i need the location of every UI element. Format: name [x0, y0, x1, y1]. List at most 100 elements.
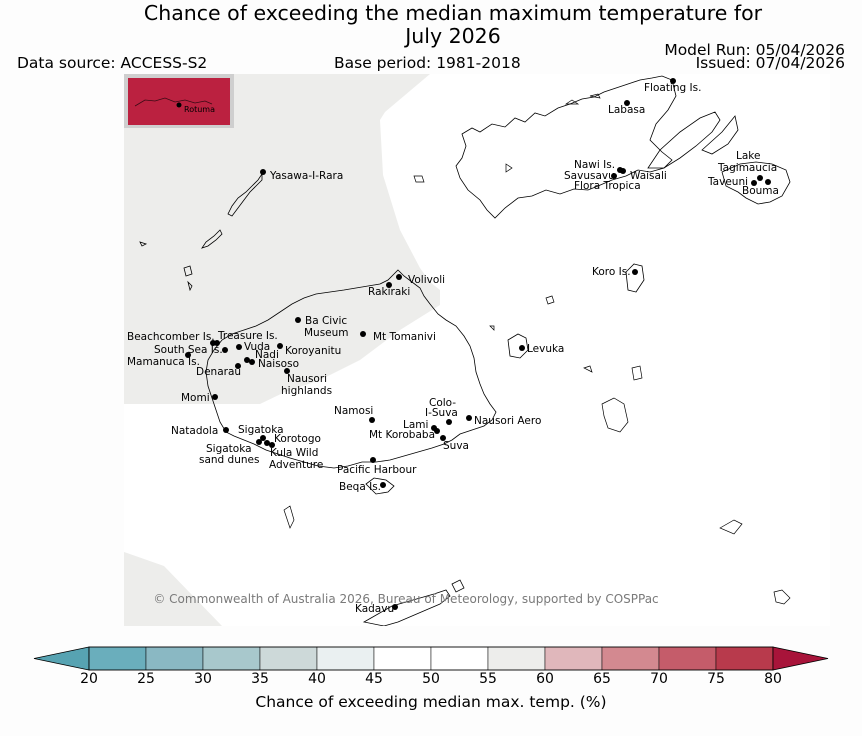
label-place: Kula Wild: [270, 447, 318, 459]
marker-pacific-harbour: [370, 457, 376, 463]
yasawa-chain: [139, 172, 263, 292]
colorbar-segment: [145, 646, 204, 671]
label-place: Sigatoka: [238, 424, 284, 436]
marker-lake-tagimaucia: [757, 175, 763, 181]
label-place: Mt Korobaba: [369, 429, 435, 441]
marker-levuka: [519, 345, 525, 351]
label-place: Pacific Harbour: [337, 464, 417, 476]
label-place: Yasawa-I-Rara: [269, 170, 343, 182]
colorbar-tick: 65: [593, 671, 611, 687]
label-place: sand dunes: [199, 454, 259, 466]
marker-floating-is: [670, 78, 676, 84]
marker-nausori-highlands: [284, 368, 290, 374]
marker-waisali: [620, 168, 626, 174]
colorbar-segment: [373, 646, 432, 671]
label-place: Momi: [181, 392, 210, 404]
colorbar-segment: [658, 646, 717, 671]
label-place: Rakiraki: [368, 286, 410, 298]
colorbar-tick: 60: [536, 671, 554, 687]
label-place: Savusavu: [564, 170, 615, 182]
label-place: Suva: [443, 440, 469, 452]
marker-namosi: [369, 417, 375, 423]
colorbar-tick: 45: [365, 671, 383, 687]
colorbar-segment: [88, 646, 147, 671]
label-place: South Sea Is.: [154, 344, 223, 356]
marker-naisoso: [249, 359, 255, 365]
marker-sigatoka-dunes: [256, 439, 262, 445]
label-place: Sigatoka: [206, 443, 252, 455]
colorbar-segment: [316, 646, 375, 671]
data-source: Data source: ACCESS-S2: [17, 54, 208, 72]
colorbar-label: Chance of exceeding median max. temp. (%…: [255, 693, 607, 711]
label-place: Mt Tomanivi: [373, 331, 436, 343]
label-place: Nausori Aero: [474, 415, 541, 427]
marker-yasawa: [260, 169, 266, 175]
label-place: Beachcomber Is.: [127, 331, 215, 343]
label-place: Lake: [736, 150, 760, 162]
label-place: Kadavu: [355, 603, 394, 615]
label-place: Ba Civic: [305, 315, 347, 327]
colorbar-tick: 40: [308, 671, 326, 687]
colorbar-segment: [715, 646, 774, 671]
colorbar-tick: 35: [251, 671, 269, 687]
viti-levu-coastline: [205, 269, 497, 469]
colorbar-tick: 20: [80, 671, 98, 687]
colorbar-tick: 80: [764, 671, 782, 687]
marker-koro: [632, 269, 638, 275]
label-place: Namosi: [334, 405, 373, 417]
shaded-region: [124, 74, 440, 626]
marker-nadi: [244, 357, 250, 363]
marker-beqa: [380, 482, 386, 488]
base-period: Base period: 1981-2018: [334, 54, 521, 72]
small-islands-south: [283, 505, 791, 605]
label-place: Vuda: [244, 341, 270, 353]
issued-date: Issued: 07/04/2026: [695, 54, 845, 72]
label-place: Nausori: [287, 373, 327, 385]
label-place: Koroyanitu: [285, 345, 341, 357]
colorbar-segment: [259, 646, 318, 671]
colorbar-tick: 70: [650, 671, 668, 687]
marker-nausori-aero: [466, 415, 472, 421]
marker-suva: [440, 435, 446, 441]
koro-island-coastline: [625, 263, 645, 293]
colorbar-tick: 55: [479, 671, 497, 687]
colorbar-segment: [430, 646, 489, 671]
copyright-notice: © Commonwealth of Australia 2026, Bureau…: [153, 592, 659, 606]
colorbar-segment: [601, 646, 660, 671]
label-place: Bouma: [742, 185, 779, 197]
marker-natadola: [223, 427, 229, 433]
marker-volivoli: [396, 274, 402, 280]
label-place: Flora Tropica: [574, 180, 641, 192]
ovalau-coastline: [507, 333, 529, 359]
label-place: Labasa: [608, 104, 645, 116]
colorbar-tick: 30: [194, 671, 212, 687]
colorbar-segment: [202, 646, 261, 671]
marker-rakiraki: [386, 282, 392, 288]
colorbar-under-triangle: [33, 646, 90, 671]
small-islands-north: [413, 93, 601, 183]
marker-treasure: [214, 340, 220, 346]
label-place: Floating Is.: [644, 82, 701, 94]
title-line-2: July 2026: [405, 24, 501, 48]
label-rotuma: Rotuma: [184, 105, 215, 114]
marker-taveuni: [751, 180, 757, 186]
label-place: Beqa Is.: [339, 481, 381, 493]
map-panel: Rotuma Floating Is. Labasa Yasawa-I-Rara…: [124, 74, 830, 626]
label-place: Lami: [403, 419, 428, 431]
beqa-island-coastline: [365, 477, 395, 495]
marker-korobaba: [434, 428, 440, 434]
marker-colo-i-suva: [446, 419, 452, 425]
label-place: Nawi Is.: [574, 159, 615, 171]
colorbar-segment: [487, 646, 546, 671]
label-place: Koro Is.: [592, 266, 631, 278]
marker-vuda: [236, 344, 242, 350]
map-title: Chance of exceeding the median maximum t…: [0, 2, 862, 48]
colorbar-segment: [544, 646, 603, 671]
marker-labasa: [624, 100, 630, 106]
label-place: Tagimaucia: [717, 162, 777, 174]
label-place: Natadola: [171, 425, 218, 437]
colorbar-tick: 50: [422, 671, 440, 687]
place-markers: [176, 78, 771, 610]
map-svg: Rotuma Floating Is. Labasa Yasawa-I-Rara…: [124, 74, 791, 626]
label-place: Treasure Is.: [217, 330, 278, 342]
